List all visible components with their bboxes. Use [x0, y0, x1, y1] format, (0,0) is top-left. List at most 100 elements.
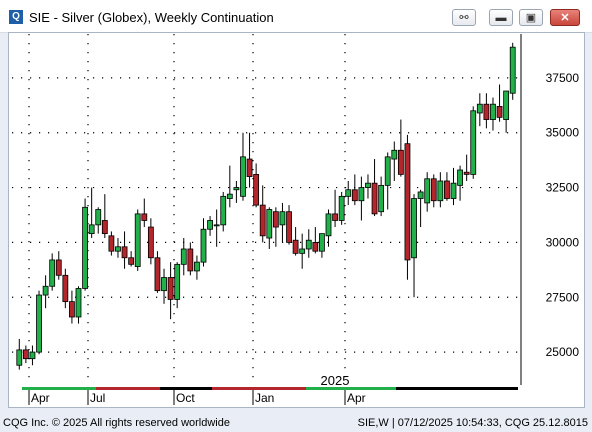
axis-corner [12, 386, 22, 406]
candle-body[interactable] [134, 213, 141, 267]
candle-body[interactable] [503, 90, 510, 120]
candle-body[interactable] [430, 178, 437, 202]
y-tick-label: 30000 [546, 235, 580, 249]
candle-body[interactable] [325, 213, 332, 237]
candle-body[interactable] [286, 211, 292, 243]
candle-body[interactable] [180, 248, 187, 265]
candle-body[interactable] [319, 233, 325, 252]
candle-body[interactable] [55, 259, 62, 276]
candle-body[interactable] [253, 173, 260, 206]
candle-body[interactable] [411, 198, 417, 259]
candle-body[interactable] [115, 246, 121, 252]
candle-body[interactable] [358, 187, 365, 202]
y-tick-label: 25000 [546, 345, 580, 359]
title-bar[interactable]: Q SIE - Silver (Globex), Weekly Continua… [0, 0, 592, 33]
candle-body[interactable] [470, 110, 477, 175]
time-band-segment [396, 387, 446, 390]
candle-body[interactable] [424, 178, 431, 204]
candle-body[interactable] [371, 182, 378, 215]
candle-body[interactable] [338, 195, 345, 221]
candle-body[interactable] [108, 235, 115, 252]
time-band-segment [212, 387, 306, 390]
candle-body[interactable] [16, 349, 23, 366]
candle-body[interactable] [345, 189, 352, 197]
time-band-segment [306, 387, 396, 390]
candle-body[interactable] [141, 213, 148, 221]
candle-body[interactable] [463, 171, 470, 175]
candle-body[interactable] [42, 285, 49, 296]
candle-body[interactable] [207, 220, 213, 230]
year-label: 2025 [321, 373, 350, 388]
candle-body[interactable] [246, 158, 253, 177]
candle-body[interactable] [378, 184, 385, 213]
candle-body[interactable] [483, 103, 490, 120]
candle-body[interactable] [351, 189, 358, 202]
candle-body[interactable] [200, 228, 207, 263]
window-title: SIE - Silver (Globex), Weekly Continuati… [29, 10, 274, 25]
minimize-icon[interactable]: ▬ [489, 9, 513, 26]
candle-body[interactable] [417, 191, 424, 199]
candle-body[interactable] [391, 149, 398, 160]
link-icon[interactable]: ⚯ [452, 9, 476, 26]
candle-body[interactable] [220, 195, 227, 226]
candle-body[interactable] [213, 224, 220, 227]
close-icon[interactable]: ✕ [550, 9, 580, 26]
candle-body[interactable] [95, 209, 102, 226]
time-band-segment [22, 387, 96, 390]
candle-body[interactable] [259, 204, 266, 237]
candle-body[interactable] [240, 156, 246, 197]
candle-body[interactable] [509, 46, 516, 94]
x-tick-label: Apr [31, 391, 50, 405]
candle-body[interactable] [49, 259, 56, 287]
y-tick-label: 35000 [546, 126, 580, 140]
candle-body[interactable] [384, 156, 391, 186]
candle-body[interactable] [82, 206, 88, 289]
candle-body[interactable] [332, 213, 338, 221]
y-tick-label: 27500 [546, 290, 580, 304]
candle-body[interactable] [496, 105, 503, 118]
candle-body[interactable] [272, 211, 279, 228]
candle-body[interactable] [147, 226, 154, 259]
candle-body[interactable] [167, 277, 174, 300]
candle-body[interactable] [450, 182, 457, 199]
candle-body[interactable] [457, 169, 463, 186]
candle-body[interactable] [121, 246, 128, 259]
candle-body[interactable] [444, 180, 450, 199]
candle-body[interactable] [490, 103, 496, 120]
candle-body[interactable] [194, 261, 200, 272]
candle-body[interactable] [174, 263, 181, 300]
candle-body[interactable] [397, 149, 404, 175]
time-band-segment [160, 387, 212, 390]
maximize-icon[interactable]: ▣ [519, 9, 543, 26]
candle-body[interactable] [365, 182, 371, 188]
candle-body[interactable] [75, 288, 82, 318]
candle-body[interactable] [69, 301, 75, 318]
candle-body[interactable] [266, 209, 273, 239]
candle-body[interactable] [476, 103, 483, 114]
candle-body[interactable] [22, 349, 29, 360]
candle-body[interactable] [279, 211, 286, 226]
candle-body[interactable] [128, 257, 135, 265]
status-bar: CQG Inc. © 2025 All rights reserved worl… [0, 414, 592, 432]
candle-body[interactable] [154, 257, 161, 292]
candle-body[interactable] [88, 224, 95, 235]
app-icon: Q [9, 10, 23, 24]
candle-body[interactable] [29, 351, 36, 360]
candle-body[interactable] [187, 248, 194, 272]
candle-body[interactable] [292, 239, 299, 254]
candle-body[interactable] [226, 193, 233, 199]
candle-body[interactable] [299, 248, 306, 254]
candle-body[interactable] [62, 274, 69, 303]
candle-body[interactable] [312, 242, 319, 252]
candle-body[interactable] [101, 220, 108, 235]
candle-body[interactable] [305, 239, 312, 250]
candle-body[interactable] [437, 180, 444, 202]
time-band-segment [96, 387, 160, 390]
time-band-segment [446, 387, 518, 390]
candle-body[interactable] [404, 143, 411, 261]
y-tick-label: 32500 [546, 181, 580, 195]
candle-body[interactable] [233, 187, 240, 191]
candle-body[interactable] [36, 294, 42, 353]
candle-body[interactable] [161, 277, 167, 292]
